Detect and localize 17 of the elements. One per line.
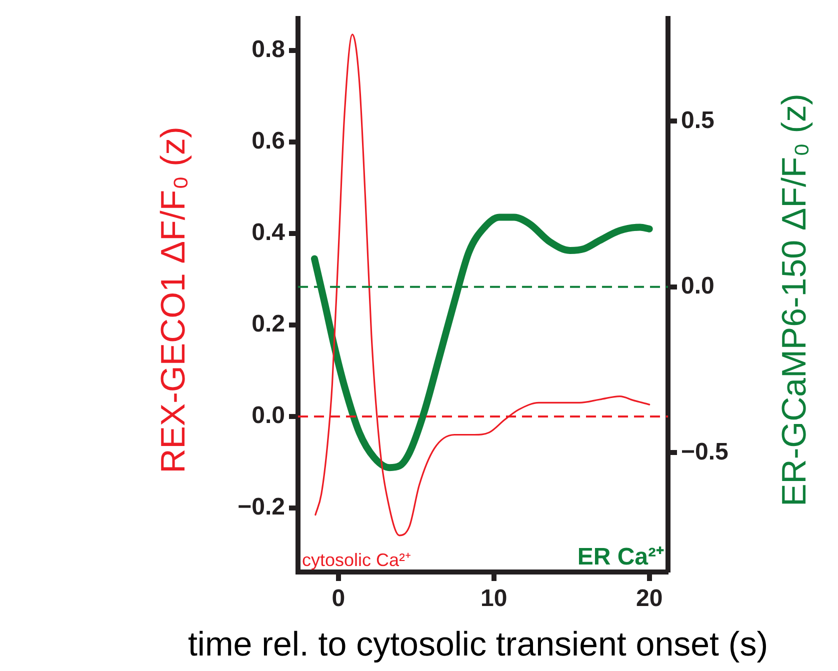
y-tick-label: 0.0: [252, 402, 285, 430]
annotation: cytosolic Ca²⁺: [302, 550, 412, 570]
x-tick-label: 20: [636, 585, 663, 612]
y-tick-label: 0.2: [252, 310, 285, 338]
y2-tick-label: −0.5: [681, 438, 728, 466]
x-tick-label: 0: [332, 585, 346, 612]
y-tick-label: 0.4: [252, 219, 286, 246]
y2-axis-title: ER-GCaMP6-150 ΔF/F₀ (z): [776, 94, 814, 506]
y-tick-label: 0.6: [252, 128, 285, 155]
y2-tick-label: 0.5: [681, 106, 714, 134]
x-axis-title: time rel. to cytosolic transient onset (s): [188, 626, 768, 664]
y-tick-label: 0.8: [252, 36, 285, 64]
annotation: ER Ca²⁺: [577, 544, 664, 571]
y-axis-title: REX-GECO1 ΔF/F₀ (z): [154, 126, 194, 474]
y-tick-label: −0.2: [238, 494, 285, 521]
x-tick-label: 10: [480, 585, 508, 612]
y2-tick-label: 0.0: [681, 272, 714, 300]
